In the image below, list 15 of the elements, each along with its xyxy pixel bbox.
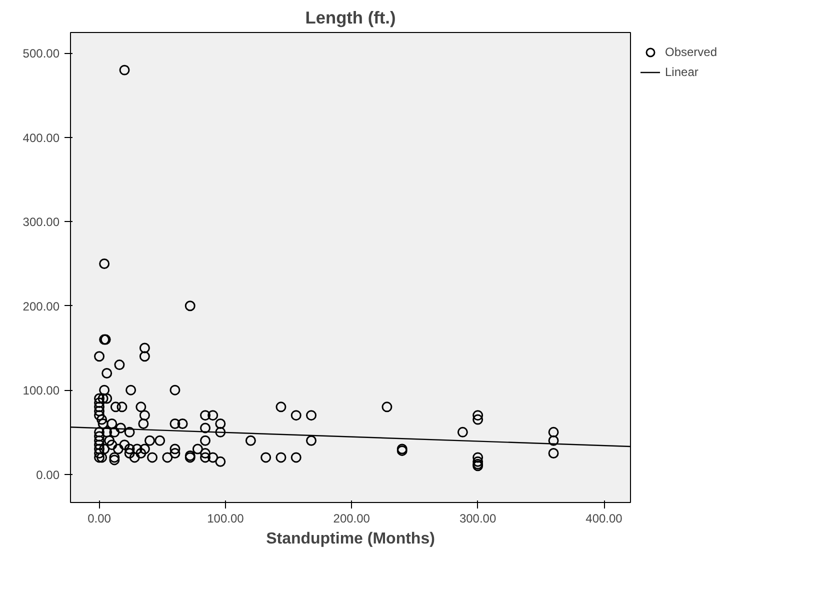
x-tick-label: 400.00 [586, 512, 623, 526]
y-tick-label: 0.00 [36, 468, 60, 482]
x-axis-title: Standuptime (Months) [266, 530, 435, 548]
y-tick-label: 500.00 [22, 46, 60, 61]
legend-label: Observed [665, 45, 718, 59]
y-tick-label: 400.00 [22, 130, 60, 145]
legend-label: Linear [665, 65, 698, 79]
x-tick-label: 200.00 [333, 512, 370, 526]
y-tick-label: 100.00 [22, 384, 60, 398]
y-tick-label: 300.00 [22, 215, 60, 230]
x-tick-label: 100.00 [207, 512, 244, 526]
chart-title: Length (ft.) [305, 8, 396, 28]
x-tick-label: 0.00 [88, 512, 112, 526]
x-tick-label: 300.00 [459, 512, 496, 526]
y-tick-label: 200.00 [22, 299, 60, 314]
